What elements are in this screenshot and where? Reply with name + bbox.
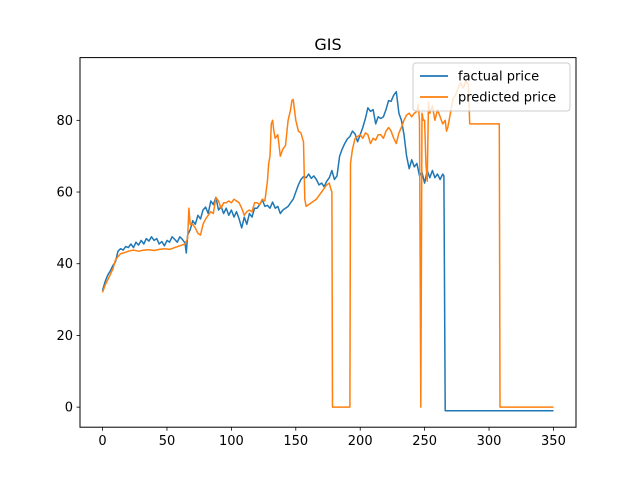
legend-box (412, 62, 571, 112)
series-layer (101, 80, 554, 412)
x-tick-label: 300 (477, 434, 502, 449)
y-tick-label: 0 (65, 401, 73, 416)
y-tick-label: 20 (56, 329, 73, 344)
x-tick-label: 350 (541, 434, 566, 449)
y-tick-label: 40 (56, 257, 73, 272)
legend-label-1: predicted price (458, 91, 556, 106)
y-tick-label: 80 (56, 114, 73, 129)
series-line-0 (101, 90, 554, 412)
y-tick-label: 60 (56, 186, 73, 201)
y-axis: 0 20 40 60 80 (56, 114, 80, 416)
x-tick-label: 100 (219, 434, 244, 449)
plot-area-frame (79, 57, 577, 428)
legend-label-0: factual price (458, 70, 539, 85)
series-line-1 (101, 80, 554, 408)
x-tick-label: 150 (283, 434, 308, 449)
x-axis: 0 50 100 150 200 250 300 350 (98, 427, 566, 449)
x-tick-label: 0 (98, 434, 106, 449)
chart-title: GIS (314, 35, 341, 54)
legend: factual price predicted price (412, 62, 571, 112)
x-tick-label: 250 (412, 434, 437, 449)
x-tick-label: 50 (159, 434, 176, 449)
x-tick-label: 200 (348, 434, 373, 449)
